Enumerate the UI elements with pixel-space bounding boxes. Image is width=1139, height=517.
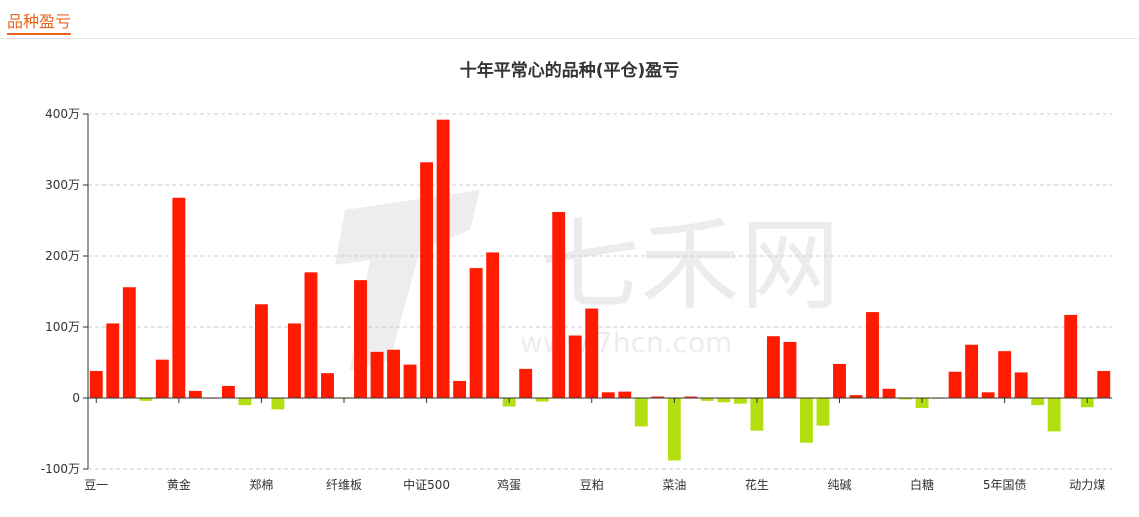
x-tick-label: 动力煤: [1069, 478, 1105, 492]
bar[interactable]: [139, 398, 153, 401]
x-tick-label: 豆粕: [580, 477, 604, 492]
x-tick-label: 黄金: [167, 477, 191, 492]
bar[interactable]: [899, 398, 912, 400]
bar[interactable]: [717, 398, 731, 403]
bar[interactable]: [436, 119, 450, 399]
bar[interactable]: [254, 304, 268, 398]
bar[interactable]: [469, 268, 483, 398]
bar[interactable]: [354, 280, 367, 398]
bar[interactable]: [155, 359, 169, 398]
y-tick-label: 200万: [45, 249, 80, 263]
x-tick-label: 花生: [745, 477, 769, 492]
section-title[interactable]: 品种盈亏: [7, 12, 72, 35]
bar[interactable]: [700, 398, 714, 401]
bar[interactable]: [1064, 314, 1078, 398]
bar[interactable]: [601, 392, 615, 398]
y-axis: -100万 0 100万 200万 300万 400万: [41, 107, 89, 476]
bar[interactable]: [833, 363, 846, 398]
x-axis-labels: 豆一 黄金 郑棉 纤维板 中证500 鸡蛋 豆粕 菜油 花生 纯碱 白糖 5年国债 动力煤: [84, 398, 1105, 492]
x-tick-label: 菜油: [662, 478, 686, 492]
bar[interactable]: [288, 323, 301, 398]
x-tick-label: 纯碱: [827, 478, 851, 492]
x-tick-label: 中证500: [403, 477, 450, 492]
bar[interactable]: [981, 392, 995, 398]
bar[interactable]: [651, 396, 665, 398]
bar[interactable]: [882, 388, 896, 398]
bar[interactable]: [238, 398, 252, 406]
bar[interactable]: [188, 390, 202, 398]
bar[interactable]: [618, 391, 632, 398]
bar[interactable]: [634, 398, 648, 427]
bar[interactable]: [370, 351, 384, 398]
bar[interactable]: [1031, 398, 1045, 406]
bar[interactable]: [403, 364, 417, 398]
bar[interactable]: [321, 373, 334, 398]
bar[interactable]: [866, 312, 879, 398]
section-header: 品种盈亏: [0, 0, 1139, 39]
bar[interactable]: [766, 336, 780, 398]
bar[interactable]: [948, 371, 962, 398]
bar[interactable]: [420, 162, 434, 398]
bar[interactable]: [1014, 372, 1028, 398]
bar[interactable]: [552, 211, 566, 398]
bar[interactable]: [783, 341, 797, 398]
bar[interactable]: [816, 398, 830, 426]
bars: [89, 119, 1111, 461]
bar[interactable]: [271, 398, 285, 410]
watermark-brand: 七禾网: [540, 207, 840, 324]
bar[interactable]: [568, 335, 582, 398]
x-tick-label: 白糖: [910, 477, 934, 492]
x-tick-label: 5年国债: [983, 478, 1027, 492]
y-tick-label: 100万: [45, 320, 80, 334]
bar[interactable]: [998, 351, 1012, 398]
bar[interactable]: [667, 398, 681, 461]
bar[interactable]: [733, 398, 747, 404]
watermark-url: www.7hcn.com: [520, 326, 732, 359]
bar[interactable]: [1097, 371, 1111, 398]
y-tick-label: 0: [72, 391, 80, 405]
chart-title: 十年平常心的品种(平仓)盈亏: [459, 61, 680, 81]
bar[interactable]: [387, 349, 400, 398]
bar[interactable]: [221, 385, 235, 398]
bar[interactable]: [965, 344, 979, 398]
bar[interactable]: [122, 287, 136, 398]
bar[interactable]: [684, 396, 698, 398]
x-tick-label: 豆一: [84, 478, 108, 492]
bar[interactable]: [453, 380, 467, 398]
bar[interactable]: [519, 368, 533, 398]
x-tick-label: 纤维板: [326, 478, 362, 492]
y-tick-label: -100万: [41, 462, 80, 476]
bar[interactable]: [750, 398, 764, 431]
y-tick-label: 300万: [45, 178, 80, 192]
x-tick-label: 鸡蛋: [497, 477, 521, 492]
bar[interactable]: [849, 395, 863, 398]
y-tick-label: 400万: [45, 107, 80, 121]
bar[interactable]: [486, 252, 500, 398]
bar[interactable]: [172, 197, 186, 398]
x-tick-label: 郑棉: [249, 477, 273, 492]
bar[interactable]: [106, 323, 120, 398]
bar[interactable]: [1047, 398, 1061, 432]
bar[interactable]: [89, 371, 103, 398]
bar[interactable]: [535, 398, 549, 402]
bar[interactable]: [800, 398, 813, 443]
bar[interactable]: [304, 272, 318, 398]
bar[interactable]: [585, 308, 599, 398]
